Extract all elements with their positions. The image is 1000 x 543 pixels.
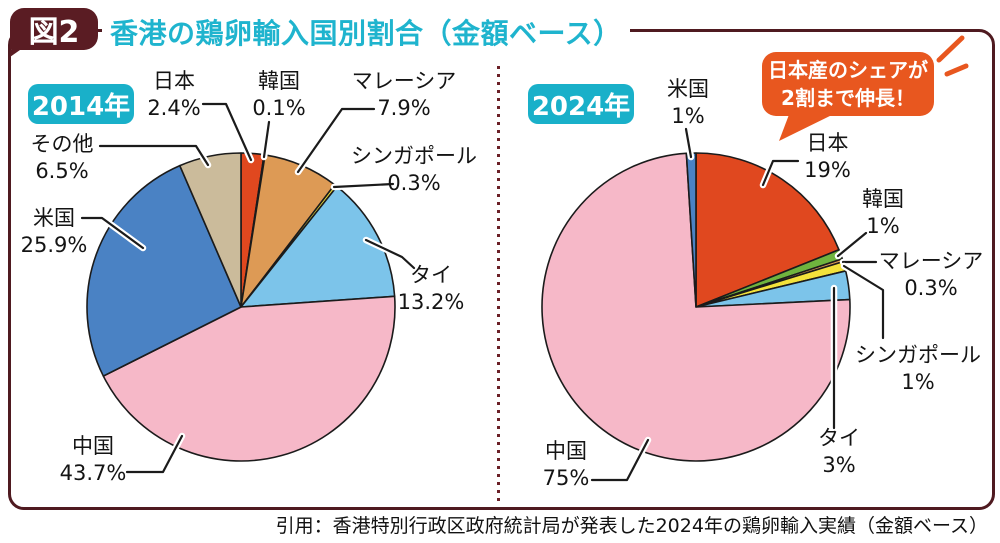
label-2014-singapore-name: シンガポール	[351, 144, 477, 168]
label-2014-china-value: 43.7%	[59, 461, 127, 485]
callout-emphasis-dash-short	[944, 63, 969, 77]
label-2014-thailand-value: 13.2%	[397, 290, 465, 314]
leader-2024-china	[590, 438, 650, 482]
callout-emphasis-dash-long	[936, 35, 965, 63]
label-2014-malaysia-name: マレーシア	[351, 69, 457, 93]
pie-2014-slice-4	[240, 185, 396, 308]
page-title: 香港の鶏卵輸入国別割合（金額ベース）	[102, 10, 630, 54]
leader-2014-china	[125, 434, 184, 474]
callout-line1: 日本産のシェアが	[768, 58, 928, 82]
callout-bubble: 日本産のシェアが 2割まで伸長！	[762, 52, 934, 116]
label-2014-other-name: その他	[30, 132, 94, 156]
label-2024-malaysia-name: マレーシア	[878, 249, 984, 273]
leader-2024-usa	[684, 127, 693, 159]
label-2024-thailand-value: 3%	[822, 453, 856, 477]
label-2024-china-name: 中国	[545, 439, 587, 463]
label-2014-japan-name: 日本	[153, 69, 195, 93]
label-2024-thailand: タイ 3%	[798, 425, 880, 479]
label-2024-china: 中国 75%	[520, 438, 612, 492]
label-2024-japan: 日本 19%	[780, 130, 875, 184]
label-2024-singapore-value: 1%	[901, 370, 935, 394]
label-2014-usa-name: 米国	[33, 206, 75, 230]
label-2024-korea-name: 韓国	[862, 187, 904, 211]
label-2014-malaysia-value: 7.9%	[377, 96, 431, 120]
leader-2014-usa	[80, 216, 145, 250]
pie-2024-slice-0	[695, 152, 840, 308]
label-2024-singapore-name: シンガポール	[855, 343, 981, 367]
label-2024-malaysia: マレーシア 0.3%	[872, 248, 990, 302]
leader-2014-japan	[201, 102, 253, 162]
label-2024-usa-name: 米国	[667, 77, 709, 101]
label-2014-japan: 日本 2.4%	[128, 68, 220, 122]
label-2014-thailand: タイ 13.2%	[390, 262, 472, 316]
label-2024-usa: 米国 1%	[642, 76, 734, 130]
label-2024-japan-value: 19%	[804, 158, 851, 182]
label-2024-china-value: 75%	[542, 466, 590, 490]
leader-2024-korea	[836, 231, 868, 258]
label-2024-singapore: シンガポール 1%	[852, 342, 984, 396]
label-2014-china-name: 中国	[72, 434, 114, 458]
label-2014-usa-value: 25.9%	[20, 233, 88, 257]
label-2014-korea-value: 0.1%	[252, 96, 306, 120]
label-2024-usa-value: 1%	[671, 104, 705, 128]
label-2014-korea: 韓国 0.1%	[233, 68, 325, 122]
leader-2014-thailand	[364, 238, 416, 270]
callout-tail	[779, 112, 838, 141]
label-2014-singapore-value: 0.3%	[387, 171, 441, 195]
callout-line2: 2割まで伸長！	[781, 86, 915, 110]
dotted-divider	[497, 66, 500, 502]
label-2014-other-value: 6.5%	[35, 159, 89, 183]
pie-2014-slice-7	[179, 152, 242, 308]
leader-2014-singapore	[332, 182, 395, 189]
label-2014-japan-value: 2.4%	[147, 96, 201, 120]
label-2014-china: 中国 43.7%	[44, 433, 142, 487]
label-2014-thailand-name: タイ	[410, 263, 452, 287]
leader-2024-japan	[761, 159, 800, 187]
label-2014-singapore: シンガポール 0.3%	[350, 143, 478, 197]
leader-2014-malaysia	[296, 107, 376, 174]
label-2024-korea: 韓国 1%	[838, 186, 928, 240]
citation-text: 引用：香港特別行政区政府統計局が発表した2024年の鶏卵輸入実績（金額ベース）	[275, 515, 988, 537]
leader-2014-other	[98, 144, 210, 167]
label-2024-thailand-name: タイ	[818, 426, 860, 450]
label-2014-korea-name: 韓国	[258, 69, 300, 93]
leader-2014-korea	[262, 120, 271, 159]
label-2024-korea-value: 1%	[866, 214, 900, 238]
label-2014-usa: 米国 25.9%	[5, 205, 103, 259]
year-badge-2014: 2014年	[28, 84, 134, 124]
label-2014-other: その他 6.5%	[14, 131, 110, 185]
label-2024-japan-name: 日本	[806, 131, 849, 155]
pie-2014-slice-5	[102, 295, 396, 462]
figure-number-badge: 図2	[10, 8, 98, 57]
leader-2024-singapore	[842, 264, 885, 340]
label-2014-malaysia: マレーシア 7.9%	[345, 68, 463, 122]
year-badge-2024: 2024年	[528, 84, 634, 124]
label-2024-malaysia-value: 0.3%	[904, 276, 958, 300]
